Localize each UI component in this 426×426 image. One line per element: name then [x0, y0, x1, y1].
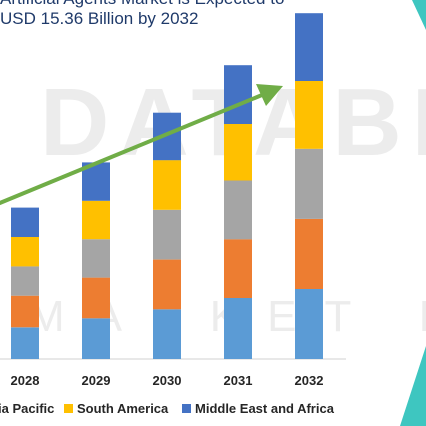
legend-item-middle-east-africa: Middle East and Africa	[182, 401, 334, 416]
trend-arrow	[0, 84, 283, 206]
trend-arrow-head	[256, 84, 283, 106]
bar-2031-series-0	[224, 298, 252, 359]
bar-2028-series-3	[11, 237, 39, 267]
bar-2029-series-1	[82, 277, 110, 319]
bar-2031-series-3	[224, 124, 252, 181]
bar-2032-series-3	[295, 81, 323, 149]
bar-2032-series-2	[295, 148, 323, 219]
x-tick-label-2029: 2029	[82, 373, 111, 388]
legend-swatch	[182, 404, 191, 413]
accent-corner-bottom	[400, 346, 426, 426]
bar-2029-series-2	[82, 239, 110, 278]
bar-2030-series-1	[153, 259, 181, 310]
bar-2028-series-2	[11, 266, 39, 296]
bar-2029-series-3	[82, 200, 110, 240]
bar-group	[11, 13, 323, 359]
x-tick-label-2032: 2032	[295, 373, 324, 388]
legend: ia Pacific South America Middle East and…	[0, 401, 426, 421]
bar-2032-series-0	[295, 288, 323, 359]
bar-2028-series-0	[11, 327, 39, 359]
bar-2031-series-2	[224, 180, 252, 240]
bar-2032-series-1	[295, 218, 323, 289]
chart-title-line-1: Artificial Agents Market is Expected to	[0, 0, 284, 9]
legend-label: Middle East and Africa	[195, 401, 334, 416]
x-tick-label-2030: 2030	[153, 373, 182, 388]
legend-label: South America	[77, 401, 169, 416]
chart-title-line-2: USD 15.36 Billion by 2032	[0, 9, 199, 28]
x-tick-label-2028: 2028	[11, 373, 40, 388]
x-tick-label-2031: 2031	[224, 373, 253, 388]
bar-2028-series-1	[11, 295, 39, 328]
legend-swatch	[64, 404, 73, 413]
bar-2030-series-2	[153, 209, 181, 260]
bar-2030-series-3	[153, 160, 181, 210]
x-tick-labels: 202720282029203020312032	[11, 373, 324, 388]
legend-label: ia Pacific	[0, 401, 55, 416]
bar-2030-series-0	[153, 309, 181, 359]
trend-arrow-line	[0, 93, 263, 206]
legend-item-asia-pacific: ia Pacific	[0, 401, 54, 416]
accent-corner-top	[412, 0, 426, 30]
bar-2032-series-4	[295, 13, 323, 82]
legend-item-south-america: South America	[64, 401, 168, 416]
bar-2029-series-0	[82, 318, 110, 359]
bar-2028-series-4	[11, 207, 39, 237]
bar-2031-series-1	[224, 239, 252, 298]
bar-2031-series-4	[224, 65, 252, 124]
